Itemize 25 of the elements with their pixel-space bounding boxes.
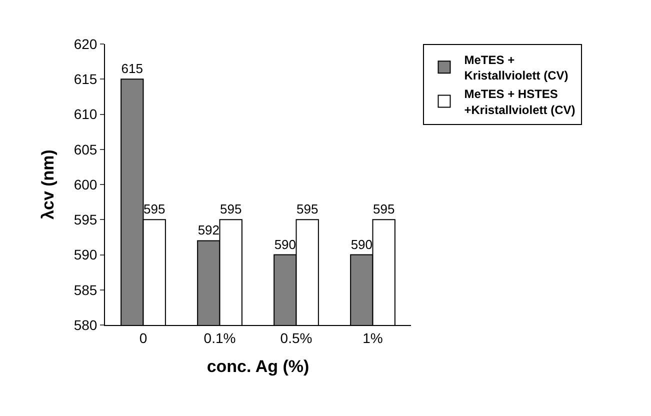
- data-label: 590: [350, 236, 373, 252]
- legend-label: MeTES + HSTES +Kristallviolett (CV): [464, 87, 576, 117]
- legend-label: MeTES + Kristallviolett (CV): [464, 52, 568, 83]
- data-label: 595: [296, 202, 318, 217]
- y-tick-label: 605: [74, 141, 98, 158]
- x-tick-label: 0.5%: [280, 330, 312, 346]
- data-label: 595: [372, 202, 395, 217]
- y-tick-label: 580: [74, 316, 98, 333]
- x-tick-label: 1%: [362, 330, 383, 346]
- y-tick-label: 585: [74, 282, 98, 298]
- x-axis-title: conc. Ag (%): [206, 357, 310, 376]
- data-label: 595: [220, 202, 242, 217]
- data-label: 595: [143, 202, 166, 217]
- data-label: 590: [274, 236, 296, 252]
- y-tick-label: 600: [74, 176, 98, 192]
- x-tick-label: 0: [139, 330, 148, 346]
- data-label: 615: [121, 61, 144, 76]
- y-tick-label: 615: [74, 71, 98, 88]
- y-tick-label: 590: [74, 246, 98, 263]
- y-tick-label: 610: [74, 106, 98, 122]
- x-tick-label: 0.1%: [204, 330, 236, 346]
- data-label: 592: [198, 222, 220, 238]
- y-tick-label: 620: [74, 36, 98, 52]
- y-tick-label: 595: [74, 212, 98, 228]
- y-axis-title: λcv (nm): [38, 150, 58, 220]
